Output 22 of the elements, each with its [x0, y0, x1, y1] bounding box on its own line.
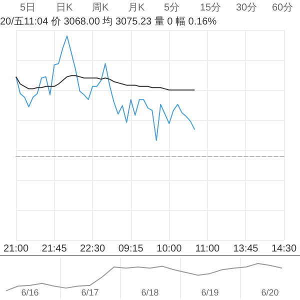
text: 日K — [56, 2, 73, 14]
text: 15分 — [200, 2, 222, 14]
x-tick-label: 10:00 — [156, 244, 182, 254]
text: 5分 — [164, 2, 180, 14]
text: 月K — [128, 2, 145, 14]
x-tick-label: 6/16 — [21, 288, 39, 298]
text: 5日 — [20, 2, 36, 14]
text: 30分 — [236, 2, 258, 14]
x-tick-label: 21:00 — [3, 244, 29, 254]
x-tick-label: 11:00 — [195, 244, 220, 254]
x-tick-label: 6/18 — [141, 288, 159, 298]
x-tick-label: 6/20 — [261, 288, 279, 298]
x-tick-label: 6/19 — [201, 288, 219, 298]
chart-subtitle: 20/五11:04 价 3068.00 均 3075.23 量 0 幅 0.16% — [0, 16, 217, 28]
text: 60分 — [272, 2, 294, 14]
x-tick-label: 14:30 — [271, 244, 297, 254]
x-tick-label: 22:30 — [80, 244, 106, 254]
x-tick-label: 09:15 — [118, 244, 144, 254]
x-tick-label: 21:45 — [42, 244, 68, 254]
x-tick-label: 13:45 — [233, 244, 259, 254]
text: 周K — [92, 2, 109, 14]
x-tick-label: 6/17 — [81, 288, 99, 298]
